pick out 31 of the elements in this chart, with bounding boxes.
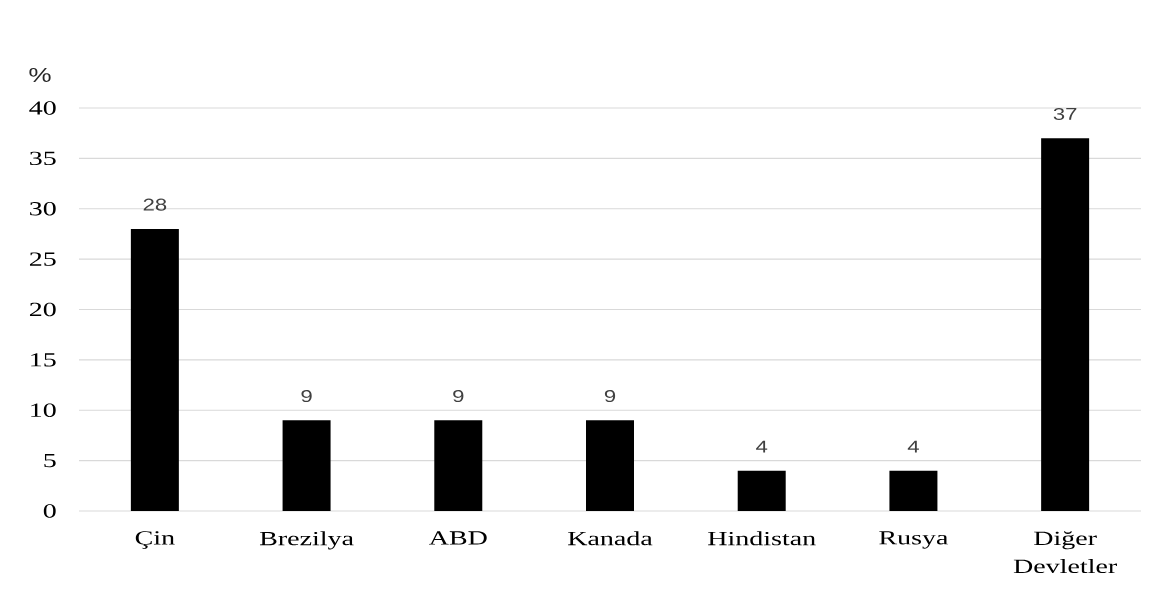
y-tick-label: 35: [30, 151, 56, 166]
bar: [282, 420, 331, 511]
data-label: 9: [301, 390, 312, 403]
data-label: 9: [604, 390, 616, 403]
x-tick-label: Brezilya: [259, 531, 354, 550]
bar: [1041, 138, 1090, 511]
x-tick-label: Diğer Devletler: [1013, 531, 1117, 574]
data-label: 28: [143, 198, 167, 211]
y-tick-label: 20: [29, 302, 56, 317]
x-tick-label: Kanada: [568, 531, 653, 546]
x-tick-label: ABD: [429, 531, 487, 545]
y-tick-label: 10: [31, 403, 56, 417]
y-tick-label: 15: [31, 353, 56, 367]
data-label: 37: [1053, 107, 1077, 120]
bar: [889, 470, 938, 511]
x-tick-label: Çin: [135, 531, 175, 549]
x-tick-label: Rusya: [879, 531, 949, 549]
y-tick-label: 5: [44, 453, 56, 468]
data-label: 4: [756, 440, 768, 453]
x-tick-label: Hindistan: [708, 531, 816, 546]
data-label: 9: [453, 390, 464, 403]
data-label: 4: [907, 440, 919, 453]
y-tick-label: 40: [29, 101, 56, 115]
bar: [737, 470, 786, 511]
bar: [434, 420, 483, 511]
y-tick-label: 25: [29, 252, 56, 266]
y-tick-label: 0: [43, 504, 56, 518]
bar: [586, 420, 634, 511]
y-tick-label: 30: [30, 202, 56, 216]
y-axis-title: %: [29, 68, 51, 82]
bar: [130, 228, 179, 511]
